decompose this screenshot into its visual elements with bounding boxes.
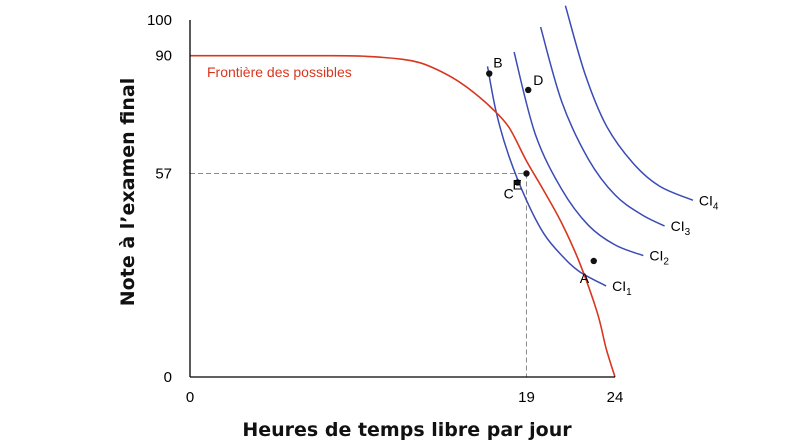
x-axis-title: Heures de temps libre par jour: [242, 419, 572, 441]
indifference-curve-label-2: CI2: [649, 248, 669, 268]
indifference-curves: [486, 5, 694, 287]
point-E: [523, 170, 530, 177]
point-label-B: B: [493, 55, 502, 71]
point-B: [486, 70, 493, 77]
point-C: [514, 179, 521, 186]
point-label-C: C: [504, 185, 514, 201]
guide-lines: [190, 173, 527, 377]
indifference-curve-4: [564, 5, 694, 201]
x-tick-label: 19: [518, 389, 535, 406]
frontier-label: Frontière des possibles: [207, 64, 352, 80]
point-label-E: E: [512, 177, 521, 193]
axes: [189, 20, 615, 378]
indifference-curve-1: [486, 66, 607, 287]
y-tick-label: 100: [147, 12, 172, 29]
indifference-curve-label-4: CI4: [699, 192, 719, 212]
point-label-A: A: [580, 270, 590, 286]
indifference-curve-2: [513, 51, 644, 257]
production-possibility-frontier: [189, 54, 616, 378]
point-label-D: D: [533, 72, 543, 88]
y-axis-title: Note à l’examen final: [117, 78, 139, 306]
point-A: [590, 257, 597, 265]
frontier-group: [189, 54, 616, 378]
points: A B C D E: [486, 55, 597, 286]
y-tick-label: 90: [155, 48, 172, 65]
indifference-curve-label-3: CI3: [671, 218, 691, 238]
x-tick-label: 0: [186, 389, 194, 406]
tick-labels: 0 19 24 0 57 90 100: [147, 12, 623, 406]
y-tick-label: 57: [155, 166, 172, 183]
y-tick-label: 0: [164, 369, 172, 386]
indifference-curve-3: [539, 26, 665, 227]
point-D: [525, 86, 532, 94]
x-tick-label: 24: [607, 389, 624, 406]
indifference-curve-label-1: CI1: [612, 278, 632, 298]
